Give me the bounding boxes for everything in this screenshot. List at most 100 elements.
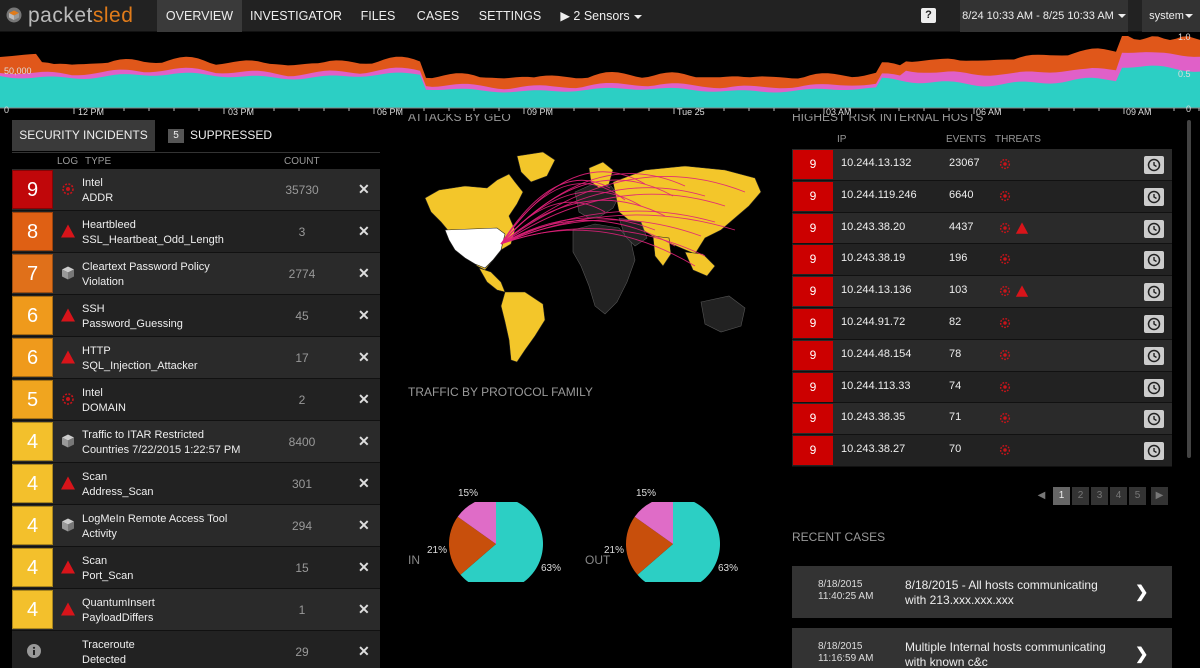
page-button[interactable]: 3 <box>1091 487 1108 505</box>
incident-row[interactable]: 4 Scan Address_Scan 301 ✕ <box>12 463 380 505</box>
pie-slice[interactable] <box>448 516 496 575</box>
col-type: TYPE <box>85 156 112 167</box>
page-button[interactable]: 5 <box>1129 487 1146 505</box>
bug-icon <box>998 444 1012 461</box>
close-icon[interactable]: ✕ <box>358 475 370 491</box>
close-icon[interactable]: ✕ <box>358 559 370 575</box>
clock-icon[interactable] <box>1144 219 1164 238</box>
close-icon[interactable]: ✕ <box>358 391 370 407</box>
cube-icon <box>60 517 76 533</box>
host-ip: 10.244.48.154 <box>841 347 912 360</box>
clock-icon[interactable] <box>1144 251 1164 270</box>
case-title: Multiple Internal hosts communicating wit… <box>905 640 1106 668</box>
bug-icon <box>998 381 1012 398</box>
host-row[interactable]: 9 10.243.38.19 196 <box>792 244 1172 277</box>
last-page-icon[interactable]: ▶ <box>1151 487 1168 505</box>
tab-cases[interactable]: CASES <box>416 9 460 23</box>
pie-chart-in[interactable] <box>448 502 544 582</box>
date-range-dropdown[interactable]: 8/24 10:33 AM - 8/25 10:33 AM <box>960 0 1128 32</box>
close-icon[interactable]: ✕ <box>358 307 370 323</box>
close-icon[interactable]: ✕ <box>358 223 370 239</box>
pie-slice[interactable] <box>457 502 496 544</box>
incident-count: 17 <box>295 351 309 365</box>
close-icon[interactable]: ✕ <box>358 349 370 365</box>
tab-suppressed[interactable]: 5 SUPPRESSED <box>160 120 280 151</box>
close-icon[interactable]: ✕ <box>358 433 370 449</box>
incident-row[interactable]: 9 Intel ADDR 35730 ✕ <box>12 169 380 211</box>
clock-icon[interactable] <box>1144 378 1164 397</box>
close-icon[interactable]: ✕ <box>358 517 370 533</box>
timeline-chart[interactable] <box>0 32 1200 118</box>
severity-badge: 4 <box>12 590 53 629</box>
host-row[interactable]: 9 10.243.38.20 4437 <box>792 212 1172 245</box>
close-icon[interactable]: ✕ <box>358 265 370 281</box>
tab-settings[interactable]: SETTINGS <box>478 9 542 23</box>
host-events: 70 <box>949 443 962 456</box>
chevron-right-icon[interactable]: ❯ <box>1135 646 1149 663</box>
host-row[interactable]: 9 10.243.38.35 71 <box>792 403 1172 436</box>
severity-badge: 9 <box>12 170 53 209</box>
clock-icon[interactable] <box>1144 187 1164 206</box>
incident-name: Traffic to ITAR Restricted Countries 7/22… <box>82 429 241 456</box>
logo-text-left: packet <box>28 4 93 27</box>
tab-investigator[interactable]: INVESTIGATOR <box>250 9 342 23</box>
pie-slice[interactable] <box>460 502 543 582</box>
incident-row[interactable]: Traceroute Detected 29 ✕ <box>12 631 380 668</box>
tab-files[interactable]: FILES <box>360 9 396 23</box>
first-page-icon[interactable]: ◀ <box>1037 490 1046 501</box>
bug-icon <box>998 285 1012 302</box>
world-attack-map[interactable] <box>405 126 767 368</box>
clock-icon[interactable] <box>1144 346 1164 365</box>
attack-arc <box>500 228 706 257</box>
close-icon[interactable]: ✕ <box>358 601 370 617</box>
incident-row[interactable]: 4 QuantumInsert PayloadDiffers 1 ✕ <box>12 589 380 631</box>
close-icon[interactable]: ✕ <box>358 181 370 197</box>
incident-row[interactable]: 4 Traffic to ITAR Restricted Countries 7/2… <box>12 421 380 463</box>
host-row[interactable]: 9 10.244.13.132 23067 <box>792 149 1172 181</box>
pie-slice[interactable] <box>625 516 673 575</box>
page-button[interactable]: 1 <box>1053 487 1070 505</box>
clock-icon[interactable] <box>1144 283 1164 302</box>
incident-row[interactable]: 6 HTTP SQL_Injection_Attacker 17 ✕ <box>12 337 380 379</box>
logo[interactable]: packetsled <box>6 4 156 27</box>
incident-row[interactable]: 7 Cleartext Password Policy Violation 2774 ✕ <box>12 253 380 295</box>
sensors-dropdown[interactable]: ▶ 2 Sensors <box>556 0 646 32</box>
clock-icon[interactable] <box>1144 410 1164 429</box>
tab-overview[interactable]: OVERVIEW <box>157 0 242 32</box>
scrollbar[interactable] <box>1187 120 1191 458</box>
close-icon[interactable]: ✕ <box>358 643 370 659</box>
incident-count: 2774 <box>288 267 316 281</box>
pie-chart-out[interactable] <box>625 502 721 582</box>
host-row[interactable]: 9 10.244.91.72 82 <box>792 307 1172 340</box>
incident-row[interactable]: 6 SSH Password_Guessing 45 ✕ <box>12 295 380 337</box>
tab-security-incidents[interactable]: SECURITY INCIDENTS <box>12 120 155 151</box>
incident-row[interactable]: 4 LogMeIn Remote Access Tool Activity 294 ✕ <box>12 505 380 547</box>
host-row[interactable]: 9 10.244.13.136 103 <box>792 276 1172 308</box>
case-item[interactable]: 8/18/2015 11:40:25 AM 8/18/2015 - All hos… <box>792 566 1172 618</box>
traffic-timeline[interactable]: 50,000 0 1.0 0.5 0 12 PM 03 PM 06 PM 09 … <box>0 32 1200 118</box>
page-button[interactable]: 4 <box>1110 487 1127 505</box>
page-button[interactable]: 2 <box>1072 487 1089 505</box>
incident-row[interactable]: 8 Heartbleed SSL_Heartbeat_Odd_Length 3 ✕ <box>12 211 380 253</box>
clock-icon[interactable] <box>1144 156 1164 174</box>
chevron-right-icon[interactable]: ❯ <box>1135 584 1149 601</box>
case-title: 8/18/2015 - All hosts communicating with … <box>905 578 1098 607</box>
pie-slice[interactable] <box>637 502 720 582</box>
host-row[interactable]: 9 10.244.113.33 74 <box>792 371 1172 404</box>
incident-row[interactable]: 5 Intel DOMAIN 2 ✕ <box>12 379 380 421</box>
case-date: 8/18/2015 11:40:25 AM <box>818 579 874 602</box>
attack-arcs <box>500 171 746 267</box>
host-row[interactable]: 9 10.244.48.154 78 <box>792 339 1172 372</box>
case-item[interactable]: 8/18/2015 11:16:59 AM Multiple Internal h… <box>792 628 1172 668</box>
host-threats <box>998 443 1012 459</box>
clock-icon[interactable] <box>1144 442 1164 461</box>
host-row[interactable]: 9 10.243.38.27 70 <box>792 435 1172 467</box>
warning-icon <box>60 559 76 575</box>
help-icon[interactable]: ? <box>921 8 936 23</box>
clock-icon[interactable] <box>1144 314 1164 333</box>
pie-slice[interactable] <box>634 502 673 544</box>
host-row[interactable]: 9 10.244.119.246 6640 <box>792 180 1172 213</box>
severity-badge: 9 <box>793 245 833 275</box>
incident-row[interactable]: 4 Scan Port_Scan 15 ✕ <box>12 547 380 589</box>
user-menu[interactable]: system <box>1142 0 1200 32</box>
